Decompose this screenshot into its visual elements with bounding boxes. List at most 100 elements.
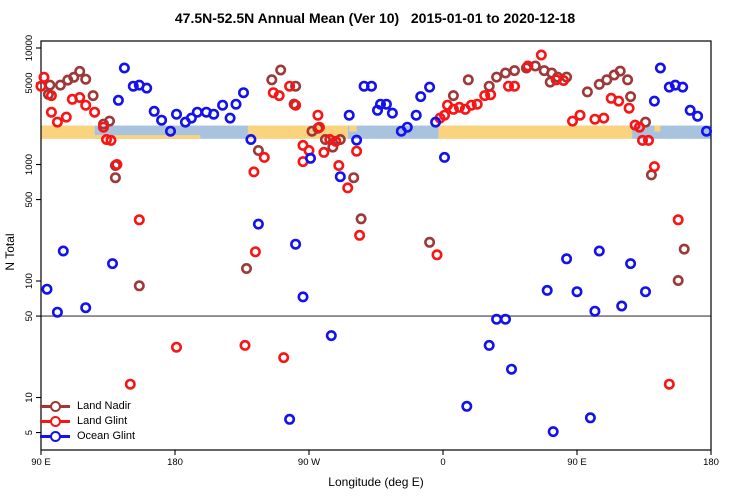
x-tick-label: 0 xyxy=(440,457,445,468)
plot-box xyxy=(40,40,712,451)
data-point-ocean-glint xyxy=(700,125,712,137)
x-tick-label: 180 xyxy=(703,457,719,468)
data-point-land-nadir xyxy=(355,213,367,225)
data-point-land-glint xyxy=(633,121,645,133)
y-tick-label: 100 xyxy=(24,273,35,289)
data-point-ocean-glint xyxy=(304,152,316,164)
legend-marker-icon xyxy=(40,416,70,427)
data-point-ocean-glint xyxy=(625,258,637,270)
data-point-ocean-glint xyxy=(217,99,229,111)
data-point-ocean-glint xyxy=(401,121,413,133)
x-tick-label: 90 E xyxy=(31,457,51,468)
data-point-ocean-glint xyxy=(571,286,583,298)
data-point-ocean-glint xyxy=(483,339,495,351)
data-point-land-nadir xyxy=(319,134,331,146)
data-point-ocean-glint xyxy=(374,98,386,110)
data-point-land-nadir xyxy=(593,78,605,90)
data-point-land-glint xyxy=(60,111,72,123)
data-point-ocean-glint xyxy=(438,151,450,163)
data-point-land-nadir xyxy=(508,65,520,77)
data-point-ocean-glint xyxy=(165,125,177,137)
y-tick-label: 50 xyxy=(24,311,35,322)
data-point-ocean-glint xyxy=(415,91,427,103)
data-point-ocean-glint xyxy=(230,98,242,110)
data-point-land-glint xyxy=(249,246,261,258)
data-point-land-glint xyxy=(623,102,635,114)
data-point-ocean-glint xyxy=(561,253,573,265)
data-point-land-glint xyxy=(324,134,336,146)
data-point-land-glint xyxy=(351,145,363,157)
x-axis-label: Longitude (deg E) xyxy=(328,475,424,489)
map-band-coast-detail xyxy=(349,125,357,132)
data-point-land-glint xyxy=(431,249,443,261)
data-point-ocean-glint xyxy=(80,302,92,314)
data-point-land-nadir xyxy=(266,74,278,86)
map-band-coast-detail xyxy=(94,135,201,139)
data-point-ocean-glint xyxy=(334,171,346,183)
data-point-ocean-glint xyxy=(290,238,302,250)
x-tick-label: 90 E xyxy=(567,457,587,468)
legend-circle-icon xyxy=(50,431,61,442)
data-point-ocean-glint xyxy=(663,81,675,93)
data-point-ocean-glint xyxy=(410,109,422,121)
data-point-land-glint xyxy=(502,80,514,92)
data-point-ocean-glint xyxy=(343,109,355,121)
data-point-ocean-glint xyxy=(380,98,392,110)
map-band-land-segment xyxy=(41,125,95,139)
data-point-land-nadir xyxy=(252,145,264,157)
data-point-land-nadir xyxy=(68,71,80,83)
data-point-land-glint xyxy=(613,95,625,107)
data-point-ocean-glint xyxy=(141,82,153,94)
legend-circle-icon xyxy=(50,401,61,412)
data-point-ocean-glint xyxy=(684,104,696,116)
data-point-land-nadir xyxy=(601,74,613,86)
data-point-land-nadir xyxy=(104,115,116,127)
data-point-land-glint xyxy=(80,99,92,111)
data-point-land-glint xyxy=(45,90,57,102)
legend-label: Land Glint xyxy=(77,415,128,427)
y-tick-label: 500 xyxy=(24,192,35,208)
data-point-ocean-glint xyxy=(191,106,203,118)
data-point-land-nadir xyxy=(74,65,86,77)
legend-item-ocean-glint: Ocean Glint xyxy=(40,429,135,444)
data-point-land-glint xyxy=(535,49,547,61)
data-point-ocean-glint xyxy=(499,313,511,325)
data-point-land-glint xyxy=(330,135,342,147)
data-point-land-glint xyxy=(438,109,450,121)
data-point-land-glint xyxy=(672,214,684,226)
data-point-ocean-glint xyxy=(171,108,183,120)
data-point-land-glint xyxy=(111,159,123,171)
data-point-land-glint xyxy=(133,214,145,226)
legend: Land Nadir Land Glint Ocean Glint xyxy=(40,399,135,444)
data-point-land-glint xyxy=(312,109,324,121)
data-point-ocean-glint xyxy=(351,134,363,146)
data-point-ocean-glint xyxy=(424,81,436,93)
data-point-land-glint xyxy=(284,80,296,92)
data-point-ocean-glint xyxy=(297,291,309,303)
data-point-land-nadir xyxy=(614,65,626,77)
data-point-ocean-glint xyxy=(224,112,236,124)
data-point-land-glint xyxy=(522,60,534,72)
map-band-ocean-segment xyxy=(632,125,711,139)
data-point-land-glint xyxy=(642,134,654,146)
data-point-ocean-glint xyxy=(461,400,473,412)
data-point-land-nadir xyxy=(625,91,637,103)
data-point-ocean-glint xyxy=(148,105,160,117)
data-point-land-nadir xyxy=(80,73,92,85)
data-point-land-glint xyxy=(342,182,354,194)
data-point-land-glint xyxy=(239,339,251,351)
data-point-land-glint xyxy=(98,121,110,133)
data-point-land-glint xyxy=(558,75,570,87)
data-point-land-glint xyxy=(447,103,459,115)
data-point-land-nadir xyxy=(622,74,634,86)
map-band-land-segment xyxy=(438,125,633,139)
legend-marker-icon xyxy=(40,431,70,442)
data-point-land-nadir xyxy=(348,172,360,184)
legend-label: Ocean Glint xyxy=(77,430,136,442)
data-point-ocean-glint xyxy=(616,300,628,312)
data-point-ocean-glint xyxy=(41,283,53,295)
data-point-ocean-glint xyxy=(430,116,442,128)
data-point-ocean-glint xyxy=(284,413,296,425)
map-band-ocean-segment xyxy=(347,125,439,139)
